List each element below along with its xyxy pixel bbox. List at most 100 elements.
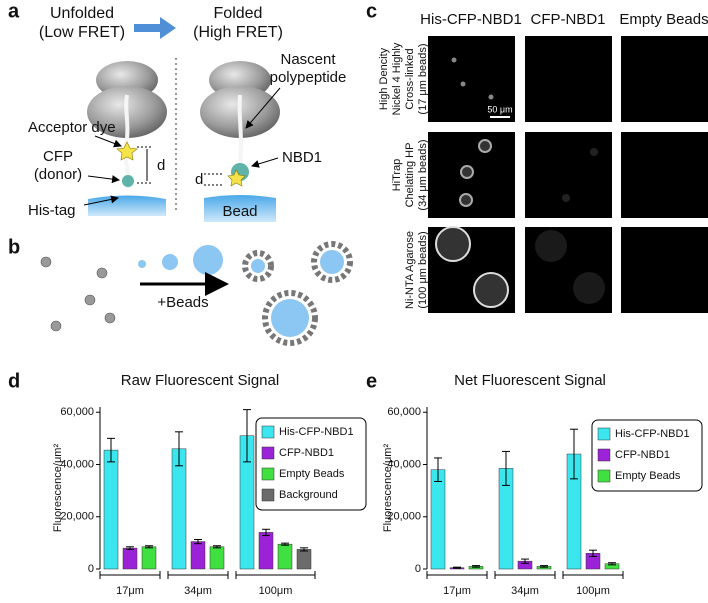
y-tick-label: 0 xyxy=(415,563,421,575)
error-bar xyxy=(262,528,270,537)
arrow xyxy=(87,175,120,184)
x-tick-label: 34μm xyxy=(184,585,212,597)
bead xyxy=(138,260,146,268)
bar xyxy=(190,541,206,570)
x-tick-label: 17μm xyxy=(116,585,144,597)
error-bar xyxy=(502,450,510,486)
error-bar xyxy=(540,565,548,568)
label: Acceptor dye xyxy=(28,119,116,136)
error-bar xyxy=(243,409,251,463)
row-label: Ni-NTA Agarose xyxy=(404,231,416,309)
error-bar xyxy=(608,562,616,566)
y-tick-label: 20,000 xyxy=(60,511,94,523)
error-bar xyxy=(145,545,153,549)
label: Nascent xyxy=(280,51,336,68)
row-label: (17 μm beads) xyxy=(417,43,429,114)
panel-label: e xyxy=(366,370,377,392)
legend-label: Empty Beads xyxy=(615,470,681,482)
error-bar xyxy=(570,428,578,480)
x-tick-label: 17μm xyxy=(443,585,471,597)
error-bar xyxy=(472,565,480,568)
legend-label: CFP-NBD1 xyxy=(279,447,334,459)
dye xyxy=(227,169,246,187)
row-label: (34 μm beads) xyxy=(417,139,429,210)
error-bar xyxy=(434,457,442,482)
legend-label: Background xyxy=(279,489,338,501)
error-bar xyxy=(126,546,134,550)
bar xyxy=(430,469,446,570)
legend-swatch xyxy=(261,488,275,502)
label: His-tag xyxy=(28,202,76,219)
error-bar xyxy=(281,542,289,546)
y-axis-label: Fluorescence/μm² xyxy=(382,444,394,533)
cfp xyxy=(122,175,134,187)
legend-box xyxy=(591,419,703,492)
chart-title: Net Fluorescent Signal xyxy=(454,372,606,389)
arrow xyxy=(94,135,122,148)
y-axis-label: Fluorescence/μm² xyxy=(52,444,64,533)
legend-swatch xyxy=(261,425,275,439)
bar xyxy=(141,546,157,570)
x-tick-label: 34μm xyxy=(511,585,539,597)
y-tick-label: 0 xyxy=(88,563,94,575)
legend-swatch xyxy=(261,446,275,460)
legend-label: CFP-NBD1 xyxy=(615,449,670,461)
bar xyxy=(122,547,138,570)
legend-label: His-CFP-NBD1 xyxy=(279,426,354,438)
y-tick-label: 40,000 xyxy=(387,458,421,470)
bar xyxy=(277,543,293,570)
label: +Beads xyxy=(157,294,208,311)
legend-swatch xyxy=(261,467,275,481)
polypeptide xyxy=(237,94,243,166)
legend-swatch xyxy=(597,469,611,483)
label: (donor) xyxy=(34,166,82,183)
legend-box xyxy=(255,417,367,511)
error-bar xyxy=(194,538,202,545)
bar xyxy=(171,448,187,570)
panel-label: d xyxy=(8,370,20,392)
micrographs: His-CFP-NBD1 CFP-NBD1 Empty Beads 50 μm … xyxy=(378,11,708,313)
panel-label: c xyxy=(366,0,377,22)
label: Unfolded xyxy=(50,5,114,22)
error-bar xyxy=(521,558,529,564)
error-bar xyxy=(589,549,597,557)
row-label: High Dencity xyxy=(378,47,390,110)
label: Bead xyxy=(222,203,257,220)
legend-swatch xyxy=(597,448,611,462)
arrow xyxy=(245,87,281,129)
row-label: (100 μm beads) xyxy=(417,231,429,308)
label: (Low FRET) xyxy=(39,24,125,41)
bead xyxy=(162,254,178,270)
label: d xyxy=(195,171,203,188)
bar xyxy=(209,546,225,570)
legend-label: His-CFP-NBD1 xyxy=(615,428,690,440)
y-tick-label: 60,000 xyxy=(60,406,94,418)
polypeptide xyxy=(123,94,131,189)
diagram-b: +Beads xyxy=(40,241,353,346)
chart-title: Raw Fluorescent Signal xyxy=(121,372,279,389)
label: NBD1 xyxy=(282,149,322,166)
scale-bar-label: 50 μm xyxy=(487,104,512,114)
error-bar xyxy=(213,545,221,549)
row-label: Cross-linked xyxy=(404,48,416,109)
bead xyxy=(204,195,276,222)
column-header: Empty Beads xyxy=(619,11,708,28)
bar xyxy=(103,449,119,570)
label: (High FRET) xyxy=(193,24,283,41)
arrow xyxy=(251,157,279,168)
panel-label: a xyxy=(8,0,20,22)
label: CFP xyxy=(43,148,73,165)
column-header: His-CFP-NBD1 xyxy=(420,11,522,28)
row-labels: High Dencity Nickel 4 Highly Cross-linke… xyxy=(378,42,429,309)
error-bar xyxy=(175,431,183,467)
row-label: HiTrap xyxy=(391,159,403,192)
label: polypeptide xyxy=(270,69,347,86)
error-bar xyxy=(300,547,308,552)
diagram-a: Unfolded (Low FRET) Folded (High FRET) d… xyxy=(28,5,346,222)
label: d xyxy=(157,157,165,174)
legend-label: Empty Beads xyxy=(279,468,345,480)
arrow xyxy=(83,195,119,206)
row-label: Chelating HP xyxy=(404,143,416,208)
error-bar xyxy=(107,437,115,463)
